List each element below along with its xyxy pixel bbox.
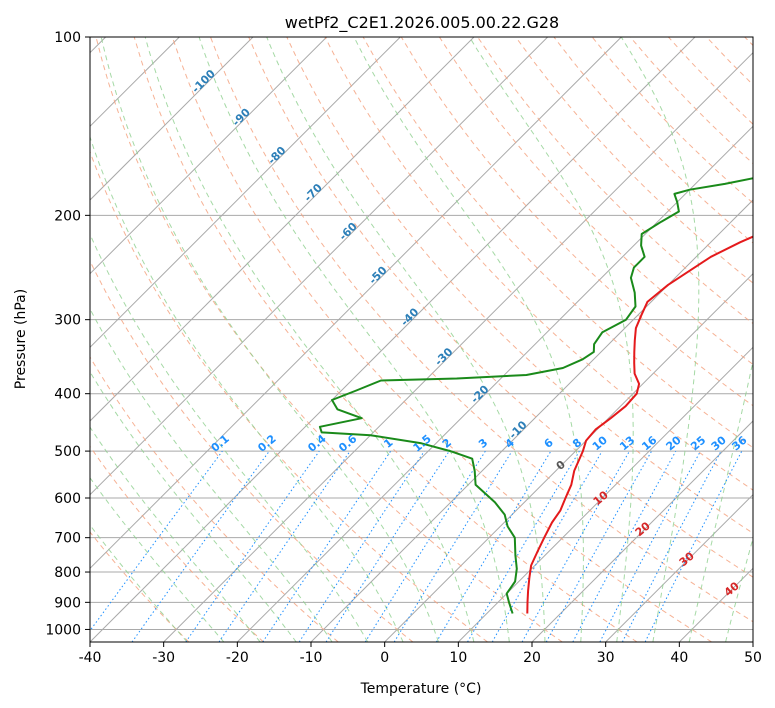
dry-adiabat-line: [95, 37, 563, 642]
isotherm-line: [90, 37, 401, 349]
y-tick-label: 400: [54, 387, 81, 403]
isotherm-line: [90, 37, 622, 570]
dry-adiabat-line: [248, 37, 753, 578]
x-tick-label: 20: [523, 650, 541, 666]
x-tick-label: 10: [449, 650, 467, 666]
mixing-ratio-line: [218, 450, 351, 642]
dry-adiabat-line: [90, 445, 264, 642]
temperature-profile-line: [526, 235, 753, 614]
y-tick-label: 900: [54, 595, 81, 611]
y-tick-label: 100: [54, 30, 81, 46]
mixing-ratio-line: [572, 450, 677, 642]
isotherm-line: [236, 125, 753, 642]
plot-background: [90, 37, 753, 642]
y-tick-label: 800: [54, 565, 81, 581]
mixing-ratio-line: [262, 450, 392, 642]
moist-adiabat-line: [90, 232, 369, 642]
x-tick-label: 40: [670, 650, 688, 666]
y-tick-label: 600: [54, 491, 81, 507]
isotherm-line: [605, 493, 753, 642]
x-tick-label: 0: [380, 650, 389, 666]
x-tick-label: -10: [300, 650, 323, 666]
x-tick-label: -30: [152, 650, 175, 666]
dry-adiabat-line: [438, 37, 753, 366]
x-tick-label: -40: [79, 650, 102, 666]
mixing-ratio-line: [185, 450, 320, 642]
y-tick-label: 500: [54, 444, 81, 460]
isotherm-line: [457, 346, 753, 642]
x-tick-label: 30: [597, 650, 615, 666]
isotherm-line: [163, 51, 753, 642]
dewpoint-profile-line: [318, 177, 753, 614]
plot-frame: [89, 36, 754, 643]
dry-adiabat-line: [286, 37, 753, 534]
mixing-ratio-line: [90, 450, 223, 632]
dry-adiabat-line: [210, 37, 753, 623]
y-tick-label: 1000: [45, 622, 81, 638]
axes-layer: -40 -30 -20 -10 0 10 20 30 40 50 100 200 300 400 500 60…: [45, 30, 762, 666]
mixing-ratio-line: [131, 450, 270, 642]
dry-adiabat-line: [515, 37, 753, 284]
dry-adiabat-line: [400, 37, 753, 407]
dry-adiabat-line: [90, 356, 339, 642]
moist-adiabat-line: [620, 37, 700, 642]
isotherm-line: [90, 37, 328, 275]
mixing-ratio-line: [298, 450, 425, 642]
data-layer: [318, 177, 753, 614]
x-axis-title: Temperature (°C): [360, 681, 482, 697]
isotherm-line: [90, 37, 475, 422]
isotherm-line: [384, 272, 753, 642]
moist-adiabat-line: [353, 37, 584, 642]
moist-adiabat-line: [90, 476, 225, 642]
y-tick-label: 300: [54, 313, 81, 329]
mixing-ratio-line: [545, 450, 653, 642]
dry-adiabat-line: [90, 259, 414, 642]
dry-adiabat-line: [171, 37, 712, 642]
chart-title: wetPf2_C2E1.2026.005.00.22.G28: [285, 13, 559, 33]
isotherm-line: [90, 37, 549, 496]
y-tick-label: 200: [54, 208, 81, 224]
y-tick-label: 700: [54, 531, 81, 547]
moist-adiabat-line: [90, 426, 261, 642]
mixing-ratio-line: [644, 450, 743, 642]
x-tick-label: -20: [226, 650, 249, 666]
dry-adiabat-line: [90, 531, 190, 642]
mixing-ratio-line: [521, 450, 630, 642]
mixing-ratio-line: [325, 450, 450, 642]
moist-adiabat-line: [100, 37, 439, 642]
isotherm-line: [531, 420, 753, 642]
isotherm-line: [752, 641, 753, 642]
dry-adiabat-line: [90, 150, 488, 642]
isotherm-line: [90, 37, 254, 201]
moist-adiabat-line: [90, 308, 333, 642]
moist-adiabat-line: [90, 135, 404, 642]
moist-adiabat-line: [144, 37, 475, 642]
moist-adiabat-line: [266, 37, 546, 642]
isotherm-line: [90, 37, 696, 642]
x-tick-label: 50: [744, 650, 762, 666]
y-axis-title: Pressure (hPa): [13, 289, 29, 389]
dry-adiabat-line: [133, 37, 638, 642]
